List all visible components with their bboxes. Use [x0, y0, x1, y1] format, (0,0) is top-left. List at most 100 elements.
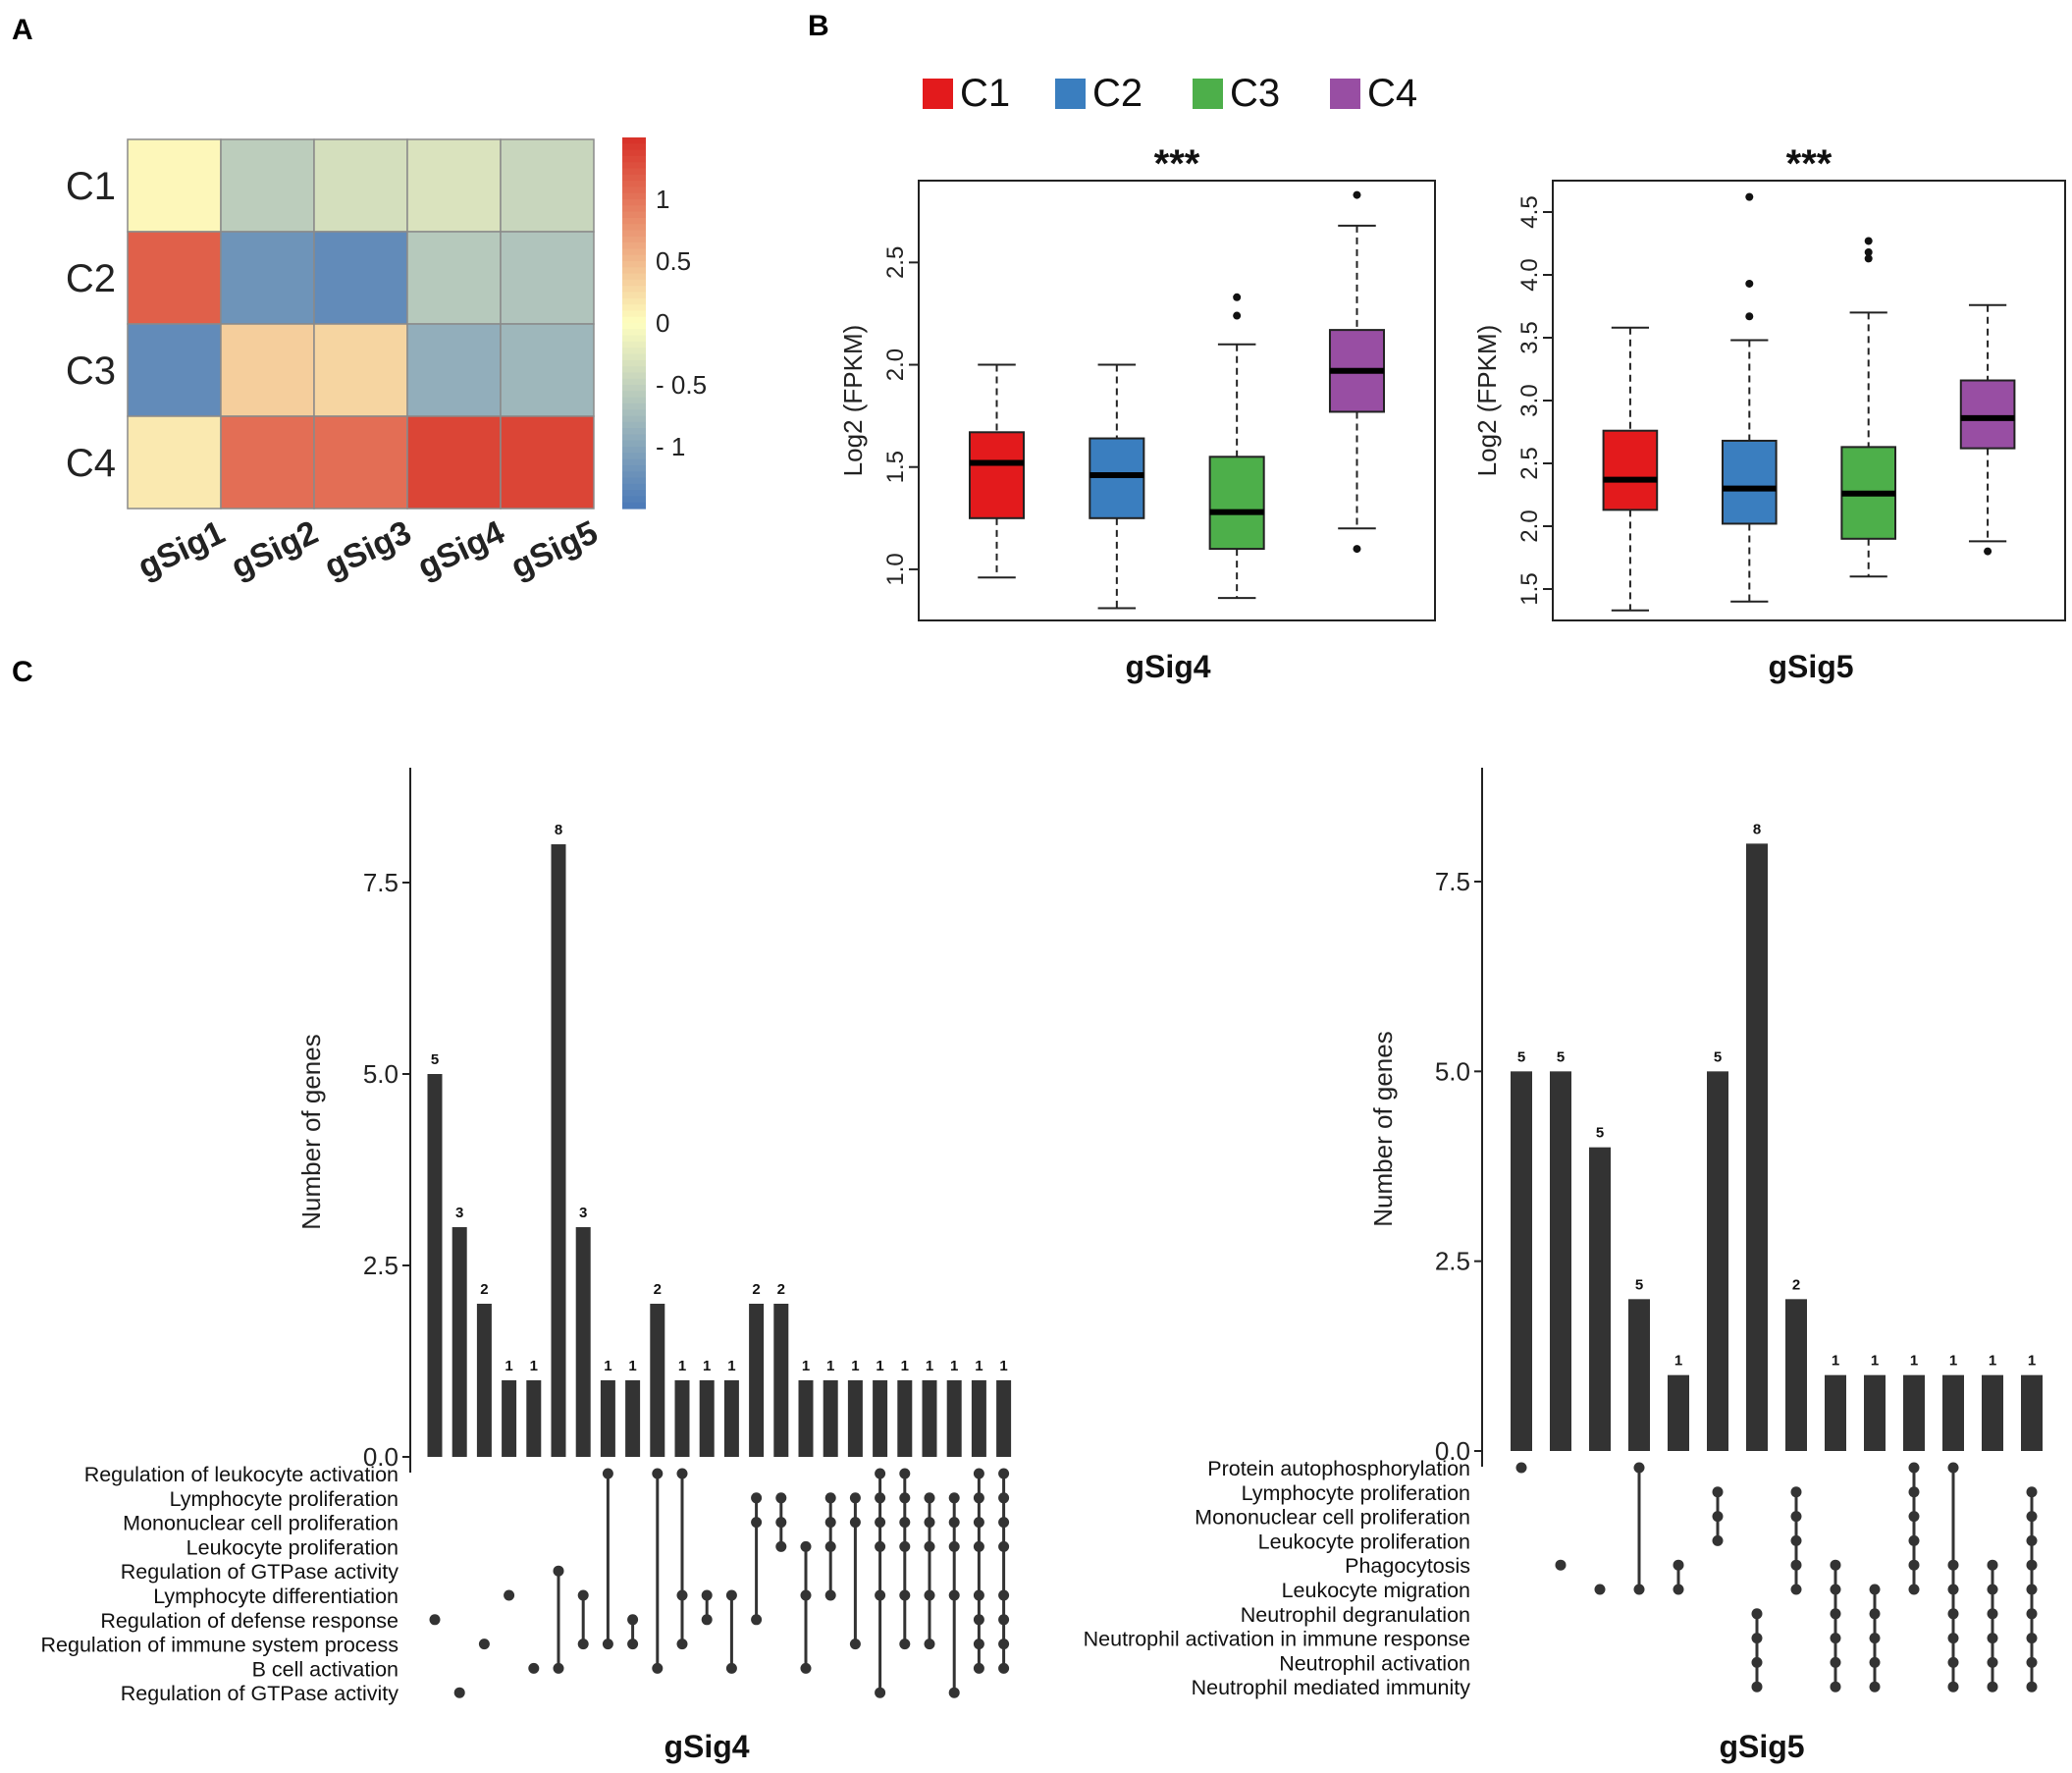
set-label: Regulation of leukocyte activation — [84, 1463, 398, 1486]
color-scale-segment — [622, 292, 646, 299]
set-label: Regulation of GTPase activity — [121, 1682, 398, 1705]
intersection-bar — [1707, 1071, 1728, 1451]
intersection-dot — [725, 1662, 737, 1674]
intersection-dot — [2026, 1633, 2038, 1644]
y-tick-label: 1.0 — [882, 553, 909, 585]
bar-value-label: 1 — [876, 1358, 883, 1374]
intersection-dot — [973, 1540, 984, 1552]
intersection-dot — [824, 1589, 836, 1601]
intersection-dot — [1869, 1633, 1881, 1644]
color-scale-segment — [622, 391, 646, 399]
intersection-bar — [1550, 1071, 1571, 1451]
bar-value-label: 1 — [1989, 1353, 1996, 1370]
color-scale-segment — [622, 310, 646, 318]
y-tick-label: 2.5 — [1516, 447, 1543, 479]
color-scale-segment — [622, 366, 646, 373]
color-scale-segment — [622, 248, 646, 256]
intersection-dot — [800, 1589, 812, 1601]
intersection-bar — [551, 844, 566, 1457]
color-scale-segment — [622, 211, 646, 219]
intersection-bar — [823, 1380, 838, 1457]
intersection-dot — [1947, 1633, 1959, 1644]
bar-value-label: 1 — [1674, 1353, 1682, 1370]
color-scale-segment — [622, 378, 646, 386]
intersection-dot — [1790, 1559, 1802, 1571]
bar-value-label: 5 — [1596, 1125, 1604, 1142]
outlier-point — [1864, 254, 1873, 263]
intersection-dot — [998, 1468, 1010, 1479]
significance-label: *** — [1786, 142, 1833, 186]
intersection-dot — [973, 1492, 984, 1504]
color-scale-segment — [622, 192, 646, 200]
set-label: Neutrophil degranulation — [1241, 1603, 1470, 1627]
set-label: B cell activation — [252, 1657, 398, 1681]
intersection-dot — [998, 1492, 1010, 1504]
heatmap-row-label: C1 — [66, 165, 116, 208]
plot-frame — [918, 180, 1436, 621]
y-tick-label: 4.5 — [1516, 195, 1543, 228]
intersection-dot — [751, 1517, 763, 1529]
color-scale-segment — [622, 341, 646, 349]
y-tick-label: 2.0 — [882, 349, 909, 381]
color-scale-segment — [622, 143, 646, 151]
legend-swatch-c3 — [1193, 79, 1223, 109]
intersection-dot — [1869, 1656, 1881, 1668]
intersection-bar — [1982, 1374, 2003, 1451]
y-tick-label: 5.0 — [1435, 1056, 1470, 1086]
intersection-dot — [948, 1589, 960, 1601]
color-scale-segment — [622, 187, 646, 194]
heatmap-cell — [313, 415, 408, 510]
set-label: Lymphocyte differentiation — [153, 1585, 398, 1608]
color-scale-segment — [622, 359, 646, 367]
set-label: Regulation of immune system process — [41, 1634, 398, 1657]
intersection-dot — [1830, 1559, 1841, 1571]
heatmap-cell — [220, 415, 315, 510]
color-scale-segment — [622, 421, 646, 429]
bar-value-label: 1 — [703, 1358, 711, 1374]
color-scale-segment — [622, 304, 646, 311]
box-c2 — [1721, 439, 1778, 525]
outlier-point — [1745, 192, 1754, 201]
intersection-dot — [577, 1639, 589, 1650]
intersection-dot — [973, 1662, 984, 1674]
intersection-dot — [948, 1540, 960, 1552]
heatmap-col-label: gSig1 — [133, 513, 231, 586]
intersection-dot — [1830, 1608, 1841, 1620]
heatmap-row-label: C4 — [66, 442, 116, 485]
y-tick-label: 0.0 — [363, 1442, 398, 1472]
set-label: Regulation of GTPase activity — [121, 1560, 398, 1584]
intersection-dot — [652, 1468, 664, 1479]
color-scale-segment — [622, 199, 646, 206]
y-tick-label: 1.5 — [1516, 572, 1543, 605]
intersection-dot — [751, 1492, 763, 1504]
intersection-dot — [775, 1517, 787, 1529]
outlier-point — [1864, 237, 1873, 245]
bar-value-label: 2 — [777, 1281, 785, 1298]
intersection-dot — [453, 1687, 465, 1698]
heatmap-cell — [500, 138, 595, 233]
set-label: Lymphocyte proliferation — [1242, 1481, 1470, 1505]
intersection-dot — [849, 1517, 861, 1529]
intersection-bar — [1589, 1147, 1611, 1451]
color-scale-segment — [622, 174, 646, 182]
intersection-dot — [948, 1687, 960, 1698]
boxplot-gsig5: *** 1.5 2.0 2.5 3.0 3.5 4.0 4.5 Log2 (FPKM) gSig5 — [1472, 142, 2066, 684]
intersection-bar — [674, 1380, 690, 1457]
heatmap-row-label: C3 — [66, 349, 116, 393]
bar-value-label: 1 — [2028, 1353, 2036, 1370]
intersection-dot — [1908, 1534, 1920, 1546]
heatmap-cell — [406, 323, 502, 417]
intersection-dot — [875, 1468, 886, 1479]
heatmap-cell — [313, 323, 408, 417]
color-scale-segment — [622, 415, 646, 423]
intersection-dot — [1908, 1511, 1920, 1523]
color-scale-segment — [622, 181, 646, 188]
bar-value-label: 1 — [678, 1358, 686, 1374]
intersection-dot — [2026, 1511, 2038, 1523]
intersection-dot — [676, 1639, 688, 1650]
heatmap-cell — [406, 231, 502, 325]
intersection-dot — [1987, 1656, 1998, 1668]
color-scale-segment — [622, 267, 646, 275]
intersection-bar — [1628, 1299, 1650, 1451]
